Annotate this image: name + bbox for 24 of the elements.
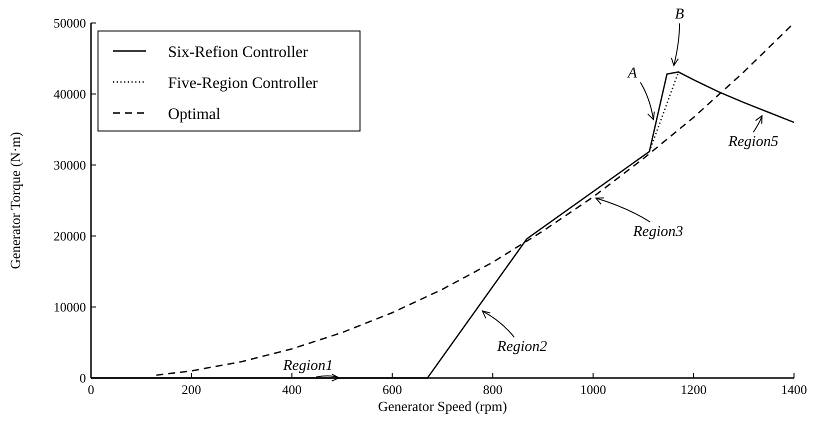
annotation: Region5 bbox=[727, 134, 779, 150]
annotation: Region3 bbox=[632, 224, 684, 240]
annotation: Region2 bbox=[496, 339, 548, 356]
y-tick-label: 40000 bbox=[54, 86, 86, 102]
y-axis-title: Generator Torque (N·m) bbox=[9, 132, 24, 270]
x-tick-label: 200 bbox=[182, 382, 202, 397]
y-tick-label: 10000 bbox=[54, 300, 86, 314]
legend-label: Six-Refion Controller bbox=[168, 44, 309, 61]
x-tick-label: 400 bbox=[282, 382, 302, 397]
annotation: B bbox=[674, 6, 684, 22]
legend-label: Five-Region Controller bbox=[168, 75, 318, 92]
x-tick-label: 800 bbox=[482, 382, 502, 397]
annotation: A bbox=[626, 65, 638, 82]
x-tick-label: 1400 bbox=[781, 382, 807, 397]
y-tick-label: 30000 bbox=[54, 158, 86, 172]
annotation: Region1 bbox=[282, 358, 334, 374]
y-tick-label: 50000 bbox=[54, 16, 86, 30]
x-tick-label: 1000 bbox=[580, 382, 606, 397]
x-axis-title: Generator Speed (rpm) bbox=[378, 400, 508, 415]
y-tick-label: 0 bbox=[80, 370, 86, 386]
y-tick-label: 20000 bbox=[54, 228, 86, 244]
x-tick-label: 1200 bbox=[680, 382, 707, 397]
x-tick-label: 600 bbox=[382, 382, 402, 397]
legend-label: Optimal bbox=[168, 106, 221, 123]
